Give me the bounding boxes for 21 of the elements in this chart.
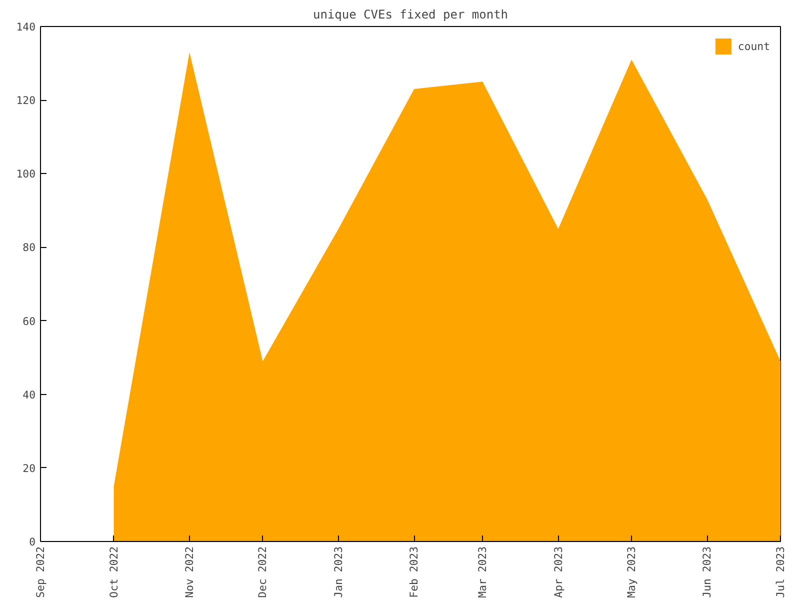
x-tick-label: Sep 2022 — [34, 546, 47, 598]
chart-title: unique CVEs fixed per month — [312, 8, 508, 22]
x-tick-label: Dec 2022 — [256, 546, 270, 598]
y-tick-label: 40 — [22, 388, 36, 402]
y-tick-label: 140 — [16, 20, 36, 34]
x-tick-label: Oct 2022 — [107, 546, 120, 598]
legend-label: count — [738, 40, 770, 52]
y-tick-label: 20 — [22, 462, 36, 475]
y-tick-label: 80 — [22, 241, 36, 254]
x-tick-label: Jul 2023 — [774, 546, 787, 598]
y-tick-label: 60 — [22, 314, 36, 328]
y-tick-label: 120 — [16, 94, 36, 108]
x-tick-label: Apr 2023 — [552, 546, 565, 598]
x-tick-label: Jun 2023 — [700, 546, 714, 598]
x-tick-label: Jan 2023 — [332, 546, 345, 598]
x-tick-label: Mar 2023 — [476, 546, 490, 598]
x-tick-label: Nov 2022 — [182, 546, 196, 598]
x-tick-label: Feb 2023 — [408, 546, 421, 598]
y-tick-label: 100 — [16, 168, 36, 181]
y-tick-label: 0 — [29, 536, 36, 548]
x-tick-label: May 2023 — [625, 546, 638, 598]
